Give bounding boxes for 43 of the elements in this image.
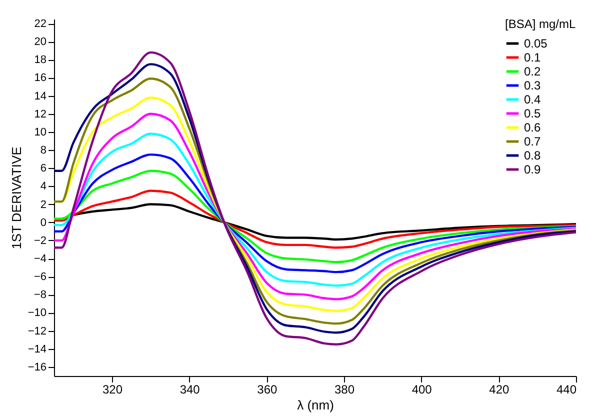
legend-label: 0.2 xyxy=(524,64,542,78)
line-series xyxy=(54,132,576,287)
x-tick-label: 320 xyxy=(102,382,123,396)
y-tick-label: −8 xyxy=(34,289,46,302)
legend-label: 0.8 xyxy=(524,148,542,162)
legend-label: 0.9 xyxy=(524,162,542,176)
line-series xyxy=(54,190,576,249)
y-tick-label: 0 xyxy=(40,216,46,229)
legend-label: 0.5 xyxy=(524,106,542,120)
y-tick-label: 12 xyxy=(34,108,46,120)
y-tick-label: 8 xyxy=(40,144,46,157)
y-tick-label: 20 xyxy=(34,36,46,48)
line-series xyxy=(54,153,576,274)
x-tick-label: 340 xyxy=(180,382,200,396)
y-tick-label: −2 xyxy=(34,234,46,247)
y-tick-label: 6 xyxy=(40,162,46,175)
legend-title: [BSA] mg/mL xyxy=(505,17,576,31)
x-tick-label: 400 xyxy=(412,382,432,396)
y-tick-label: −10 xyxy=(28,307,46,320)
y-tick-label: −16 xyxy=(28,361,46,374)
y-tick-label: 18 xyxy=(34,54,46,66)
y-tick-label: 2 xyxy=(40,198,46,211)
legend-label: 0.3 xyxy=(524,78,542,92)
x-tick-label: 360 xyxy=(257,382,278,396)
y-tick-label: −4 xyxy=(34,253,46,266)
legend-label: 0.4 xyxy=(524,92,542,106)
y-tick-label: 4 xyxy=(40,180,46,193)
x-axis-title: λ (nm) xyxy=(297,398,334,412)
legend-label: 0.6 xyxy=(524,120,542,134)
x-tick-label: 420 xyxy=(489,382,510,396)
y-axis-title: 1ST DERIVATIVE xyxy=(8,146,24,250)
y-tick-label: −12 xyxy=(28,325,46,338)
y-tick-label: −14 xyxy=(28,343,46,356)
y-tick-label: −6 xyxy=(34,271,46,284)
legend-label: 0.05 xyxy=(524,36,548,50)
x-tick-label: 380 xyxy=(334,382,355,396)
y-tick-label: 10 xyxy=(34,126,46,138)
x-tick-label: 440 xyxy=(556,382,577,396)
legend-label: 0.1 xyxy=(524,50,542,64)
y-tick-label: 14 xyxy=(34,90,46,102)
legend-label: 0.7 xyxy=(524,134,542,148)
y-tick-label: 16 xyxy=(34,72,46,84)
y-tick-label: 22 xyxy=(34,18,46,30)
